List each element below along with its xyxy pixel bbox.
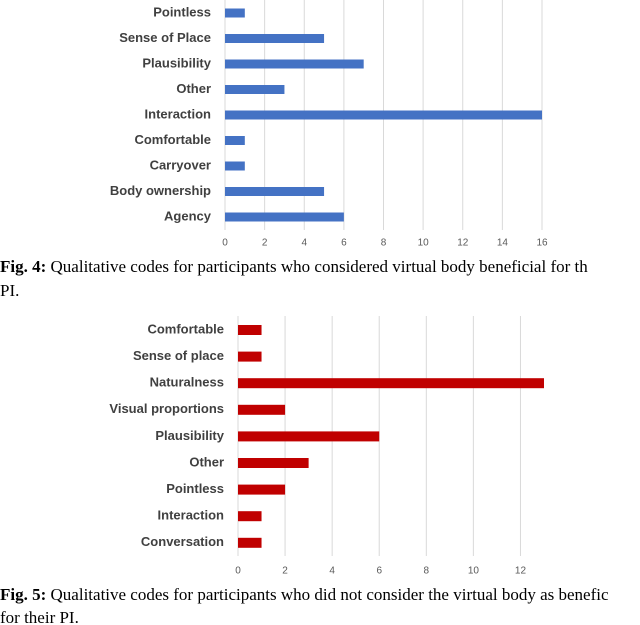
bar bbox=[238, 325, 262, 335]
caption-text: PI. bbox=[0, 281, 19, 300]
x-tick-label: 6 bbox=[376, 566, 382, 577]
caption-text: Qualitative codes for participants who c… bbox=[51, 257, 589, 276]
figure-caption: Fig. 4: Qualitative codes for participan… bbox=[0, 257, 588, 276]
category-label: Interaction bbox=[158, 508, 225, 523]
caption-label: Fig. 5: bbox=[0, 585, 46, 604]
bar bbox=[238, 431, 380, 442]
x-tick-label: 2 bbox=[282, 566, 288, 577]
bar bbox=[225, 34, 325, 43]
x-tick-label: 14 bbox=[497, 238, 509, 249]
category-label: Plausibility bbox=[142, 55, 211, 70]
bar bbox=[225, 85, 285, 94]
category-label: Carryover bbox=[150, 157, 211, 172]
x-tick-label: 0 bbox=[235, 566, 241, 577]
x-tick-label: 12 bbox=[515, 566, 527, 577]
category-label: Agency bbox=[164, 208, 212, 223]
x-tick-label: 8 bbox=[381, 238, 387, 249]
caption-text: Qualitative codes for participants who d… bbox=[51, 585, 609, 604]
bar bbox=[238, 511, 262, 522]
figure-caption: Fig. 5: Qualitative codes for participan… bbox=[0, 585, 609, 604]
category-label: Comfortable bbox=[147, 321, 224, 336]
bar bbox=[238, 378, 544, 389]
bar bbox=[225, 212, 344, 222]
bar bbox=[238, 404, 286, 415]
bar bbox=[238, 458, 309, 468]
x-tick-label: 2 bbox=[262, 238, 268, 249]
caption-label: Fig. 4: bbox=[0, 257, 46, 276]
caption-text: for their PI. bbox=[0, 608, 79, 625]
x-tick-label: 6 bbox=[341, 238, 347, 249]
x-tick-label: 12 bbox=[457, 238, 469, 249]
bar bbox=[225, 8, 245, 18]
figure-caption: for their PI. bbox=[0, 608, 79, 625]
category-label: Pointless bbox=[166, 481, 224, 496]
bar bbox=[225, 161, 245, 171]
category-label: Sense of Place bbox=[119, 30, 211, 45]
category-label: Naturalness bbox=[150, 375, 224, 390]
bar bbox=[225, 59, 364, 69]
category-label: Visual proportions bbox=[109, 401, 224, 416]
bar bbox=[238, 537, 262, 548]
bar bbox=[225, 110, 542, 120]
x-tick-label: 16 bbox=[536, 238, 548, 249]
x-tick-label: 10 bbox=[418, 238, 430, 249]
category-label: Conversation bbox=[141, 534, 224, 549]
category-label: Other bbox=[189, 454, 224, 469]
category-label: Pointless bbox=[153, 4, 211, 19]
bar bbox=[238, 484, 286, 495]
x-tick-label: 0 bbox=[222, 238, 228, 249]
category-label: Comfortable bbox=[134, 132, 211, 147]
x-tick-label: 4 bbox=[301, 238, 307, 249]
bar bbox=[225, 136, 245, 145]
x-tick-label: 10 bbox=[468, 566, 480, 577]
x-tick-label: 8 bbox=[424, 566, 430, 577]
x-tick-label: 4 bbox=[329, 566, 335, 577]
category-label: Interaction bbox=[145, 106, 212, 121]
bar bbox=[238, 351, 262, 362]
category-label: Sense of place bbox=[133, 348, 224, 363]
category-label: Plausibility bbox=[155, 428, 224, 443]
category-label: Body ownership bbox=[110, 183, 211, 198]
figure-caption: PI. bbox=[0, 281, 19, 300]
category-label: Other bbox=[176, 81, 211, 96]
bar bbox=[225, 187, 325, 196]
